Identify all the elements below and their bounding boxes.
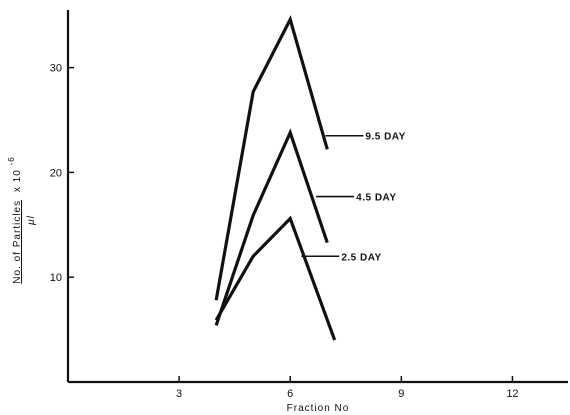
series-group	[214, 15, 337, 341]
series-line-3	[214, 215, 337, 341]
axes	[66, 10, 568, 384]
annotation-label: 2.5 DAY	[341, 252, 381, 263]
annotations: 9.5 DAY 4.5 DAY 2.5 DAY	[301, 132, 405, 263]
series-line-2	[214, 128, 329, 326]
y-tick-label: 30	[50, 63, 62, 75]
y-tick-label: 20	[50, 167, 62, 179]
ticks: 3 6 9 12 10 20 30	[50, 63, 519, 400]
y-axis-title: No. of Particles x 10 -6 μl	[7, 156, 37, 283]
y-tick-label: 10	[50, 272, 62, 284]
y-axis-title-main: No. of Particles	[12, 200, 23, 284]
annotation-label: 4.5 DAY	[356, 193, 396, 204]
x-tick-label: 12	[506, 388, 518, 400]
svg-text:No. of Particles x 10: No. of Particles x 10 -6	[7, 156, 23, 283]
series-line-1	[214, 15, 329, 301]
x-tick-label: 3	[176, 388, 182, 400]
y-axis-title-unit: μl	[26, 215, 37, 226]
x-tick-label: 9	[398, 388, 404, 400]
y-axis-title-exponent: -6	[7, 156, 16, 165]
y-axis-title-factor: x 10	[12, 169, 23, 192]
x-tick-label: 6	[287, 388, 293, 400]
annotation-label: 9.5 DAY	[365, 132, 405, 143]
x-axis-title: Fraction No	[287, 403, 350, 414]
